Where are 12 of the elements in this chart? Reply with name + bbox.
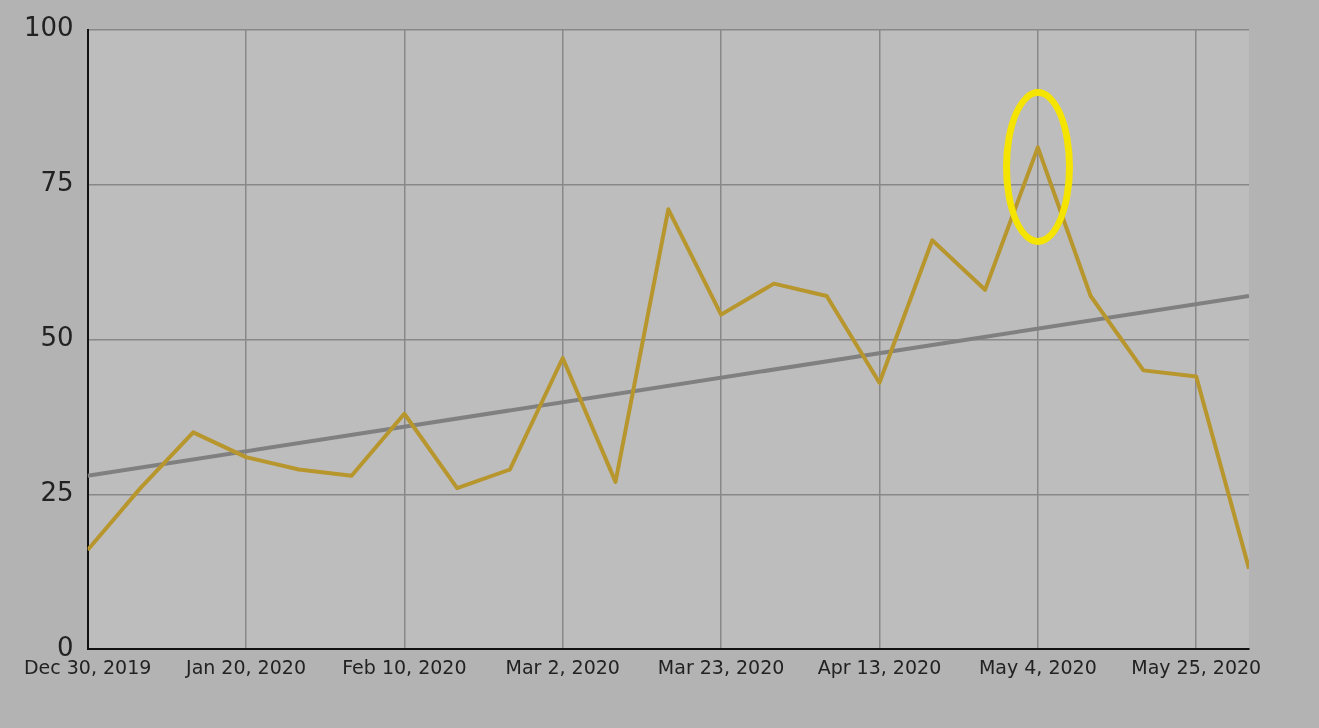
x-tick-label: Jan 20, 2020: [185, 655, 306, 678]
y-tick-label: 50: [40, 322, 74, 353]
x-tick-label: Apr 13, 2020: [817, 655, 942, 678]
x-tick-label: May 4, 2020: [978, 655, 1097, 678]
x-tick-label: May 25, 2020: [1131, 655, 1262, 678]
x-tick-label: Dec 30, 2019: [23, 655, 152, 678]
y-tick-label: 75: [40, 167, 74, 198]
y-tick-label: 25: [40, 477, 74, 508]
x-tick-label: Mar 2, 2020: [505, 655, 620, 678]
y-tick-label: 100: [23, 12, 74, 43]
x-tick-label: Mar 23, 2020: [657, 655, 785, 678]
x-tick-label: Feb 10, 2020: [342, 655, 467, 678]
